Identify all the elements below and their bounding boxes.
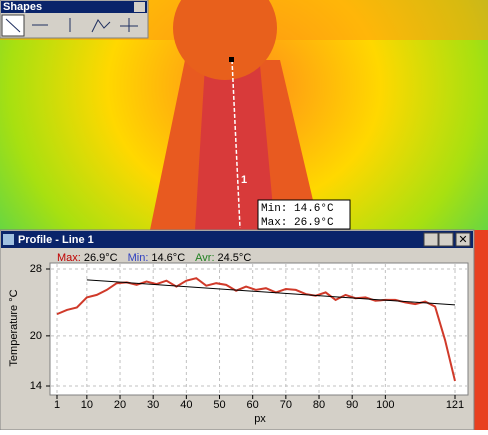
x-tick-label: 20 xyxy=(114,399,126,411)
thermal-circle xyxy=(173,0,277,80)
y-axis-label: Temperature °C xyxy=(8,289,20,366)
x-tick-label: 10 xyxy=(81,399,93,411)
y-tick-label: 14 xyxy=(30,380,42,392)
maximize-button[interactable] xyxy=(438,232,454,247)
y-tick-label: 28 xyxy=(30,263,42,275)
toolbar-titlebar xyxy=(1,1,147,13)
stat-label: Avr: xyxy=(195,252,214,264)
profile-series xyxy=(86,279,456,306)
x-tick-label: 70 xyxy=(280,399,292,411)
stat-label: Min: xyxy=(128,252,149,264)
x-axis-label: px xyxy=(254,413,266,425)
tool-icon[interactable] xyxy=(91,19,111,33)
close-glyph: ✕ xyxy=(458,234,467,246)
tool-icon xyxy=(5,18,21,33)
line-handle[interactable] xyxy=(229,57,234,62)
profile-line[interactable] xyxy=(231,59,241,229)
toolbar-close[interactable] xyxy=(134,2,145,12)
readout-min: Min: 14.6°C xyxy=(261,203,334,215)
thermal-edge xyxy=(474,230,488,430)
y-tick-label: 20 xyxy=(30,330,42,342)
window-titlebar xyxy=(1,231,473,248)
x-tick-label: 90 xyxy=(346,399,358,411)
stat-label: Max: xyxy=(57,252,81,264)
readout-box xyxy=(257,199,351,230)
x-tick-label: 60 xyxy=(247,399,259,411)
toolbar-title: Shapes xyxy=(3,1,42,13)
x-tick-label: 121 xyxy=(446,399,464,411)
window-icon xyxy=(3,234,14,245)
x-tick-label: 50 xyxy=(213,399,225,411)
window-title: Profile - Line 1 xyxy=(18,234,94,246)
plot-area xyxy=(49,262,469,396)
x-tick-label: 30 xyxy=(147,399,159,411)
minimize-button[interactable] xyxy=(423,232,439,247)
readout-max: Max: 26.9°C xyxy=(261,217,334,229)
stat-value: 14.6°C xyxy=(151,252,185,264)
x-tick-label: 80 xyxy=(313,399,325,411)
stat-value: 26.9°C xyxy=(84,252,118,264)
x-tick-label: 40 xyxy=(180,399,192,411)
line-label: 1 xyxy=(241,174,247,186)
x-tick-label: 1 xyxy=(54,399,60,411)
x-tick-label: 100 xyxy=(376,399,394,411)
close-button[interactable] xyxy=(455,232,471,247)
thermal-core xyxy=(195,65,275,230)
stat-value: 24.5°C xyxy=(218,252,252,264)
